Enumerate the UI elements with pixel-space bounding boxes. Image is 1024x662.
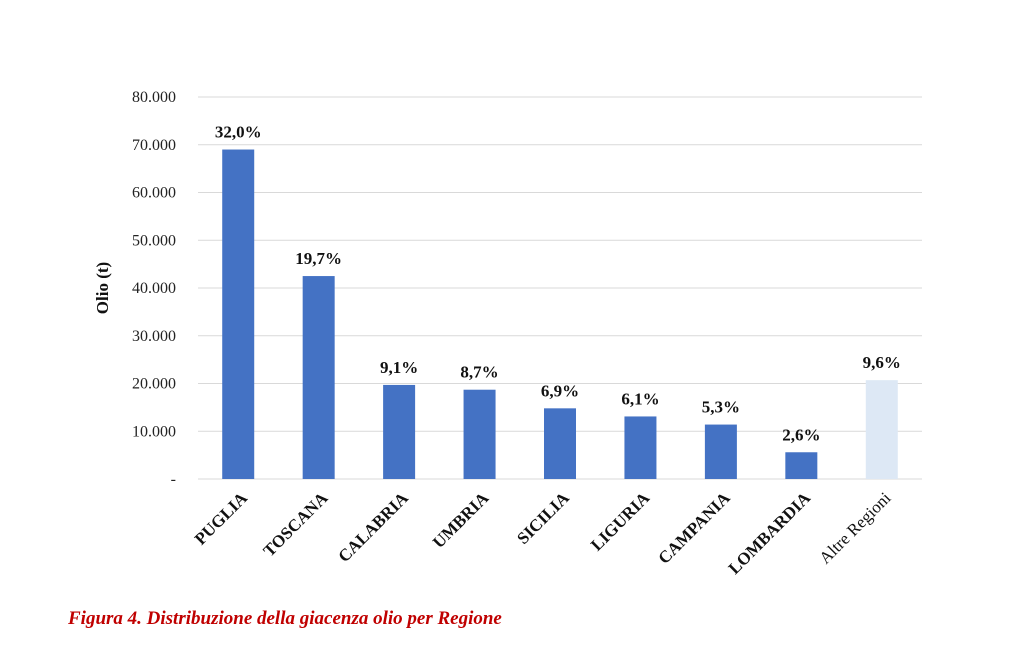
bar-chart: - 10.000 20.000 30.000 40.000 50.000 60.000 70.… [93, 89, 922, 578]
bar [624, 416, 657, 479]
data-label: 9,6% [863, 353, 901, 372]
category-label: LOMBARDIA [725, 488, 815, 578]
y-tick-label: 50.000 [132, 232, 176, 249]
category-label: CAMPANIA [654, 488, 734, 568]
bar [704, 424, 737, 479]
data-label: 9,1% [380, 358, 418, 377]
data-label: 32,0% [215, 123, 262, 142]
y-tick-label: 60.000 [132, 185, 176, 202]
category-label: UMBRIA [429, 488, 493, 552]
bar [865, 380, 898, 479]
data-label: 8,7% [460, 363, 498, 382]
category-label: PUGLIA [191, 488, 252, 549]
bar [785, 452, 818, 479]
category-label: Altre Regioni [815, 488, 894, 567]
y-tick-label: 70.000 [132, 137, 176, 154]
data-label: 6,9% [541, 381, 579, 400]
y-tick-label: 40.000 [132, 280, 176, 297]
data-label: 6,1% [621, 389, 659, 408]
bar [222, 149, 255, 479]
y-axis-title: Olio (t) [93, 262, 112, 314]
y-tick-label: 30.000 [132, 328, 176, 345]
figure-caption: Figura 4. Distribuzione della giacenza o… [68, 608, 502, 629]
bar [302, 276, 335, 479]
y-tick-label: 80.000 [132, 89, 176, 106]
category-label: TOSCANA [259, 488, 332, 561]
y-tick-label: - [171, 471, 176, 488]
y-tick-label: 10.000 [132, 423, 176, 440]
bar [383, 384, 416, 479]
y-tick-label: 20.000 [132, 376, 176, 393]
bar [544, 408, 576, 479]
bar [463, 389, 496, 479]
category-label: CALABRIA [334, 488, 412, 566]
category-label: LIGURIA [587, 488, 654, 555]
data-label: 5,3% [702, 398, 740, 417]
data-label: 2,6% [782, 425, 820, 444]
category-label: SICILIA [513, 488, 573, 548]
data-label: 19,7% [295, 249, 342, 268]
